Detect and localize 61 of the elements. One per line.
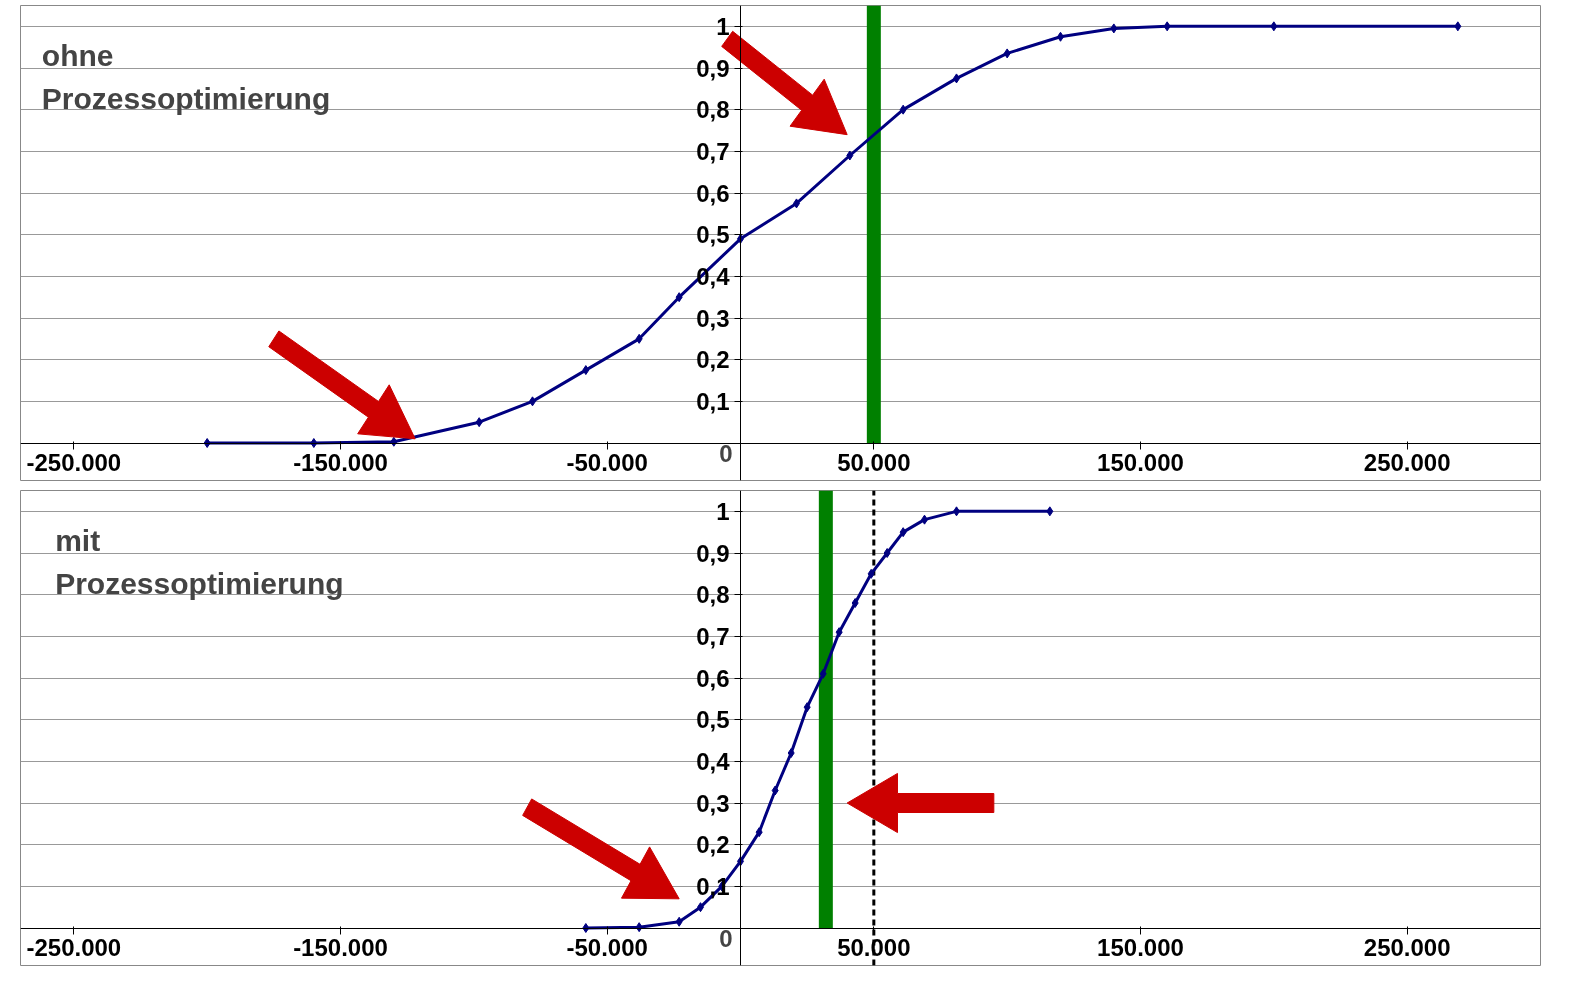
annotation: ohne Prozessoptimierung [41,38,331,115]
y-tick-label: 0,8 [696,96,730,124]
y-tick-label: 0,1 [696,387,730,415]
x-tick-label: -50.000 [566,449,648,476]
x-tick-label: -150.000 [293,449,388,476]
y-tick-label: 0,7 [696,622,730,650]
point [582,365,590,376]
x-tick-label: 150.000 [1097,934,1184,961]
y-tick-label: 0,6 [696,664,730,692]
point [883,548,891,558]
point [899,104,907,115]
y-tick-label: 0,4 [696,747,731,775]
point [582,923,590,933]
y-tick-label: 0,3 [696,789,730,817]
point [675,916,683,927]
point [835,627,843,638]
point [787,748,795,758]
x-tick-label: 50.000 [837,449,911,476]
point [803,702,811,713]
x-tick-label: 250.000 [1363,934,1451,961]
point [203,438,211,448]
y-tick-label: 0 [719,925,733,952]
y-tick-label: 0,9 [696,539,730,567]
point [635,333,643,344]
point [771,785,779,796]
y-tick-label: 0,8 [696,581,730,609]
point [867,568,875,579]
point [1110,23,1118,34]
x-tick-label: 50.000 [837,934,911,961]
x-tick-label: -250.000 [26,934,122,961]
point [310,438,318,448]
point [1163,21,1171,32]
x-tick-label: -50.000 [566,934,648,961]
point [851,598,859,608]
point [675,292,683,303]
y-tick-label: 0,3 [696,304,730,332]
point [1454,21,1462,32]
y-tick-label: 0,5 [696,221,730,249]
y-tick-label: 0,6 [696,179,730,207]
point [1046,506,1054,517]
y-tick-label: 0,7 [696,137,730,165]
y-tick-label: 0,2 [696,346,730,374]
point [475,417,483,428]
y-tick-label: 0,5 [696,706,730,734]
x-tick-label: 250.000 [1363,449,1451,476]
x-tick-label: -250.000 [26,449,122,476]
x-tick-label: 150.000 [1097,449,1184,476]
point [899,527,907,538]
point [819,668,827,679]
y-tick-label: 1 [716,497,730,525]
point [846,150,854,161]
y-tick-label: 0,9 [696,54,730,82]
y-tick-label: 1 [716,12,730,40]
y-tick-label: 0,2 [696,831,730,859]
point [635,922,643,933]
point [1003,48,1011,59]
point [1270,21,1278,32]
y-tick-label: 0 [719,440,733,467]
x-tick-label: -150.000 [293,934,388,961]
point [755,827,763,838]
annotation: mit Prozessoptimierung [55,523,344,600]
